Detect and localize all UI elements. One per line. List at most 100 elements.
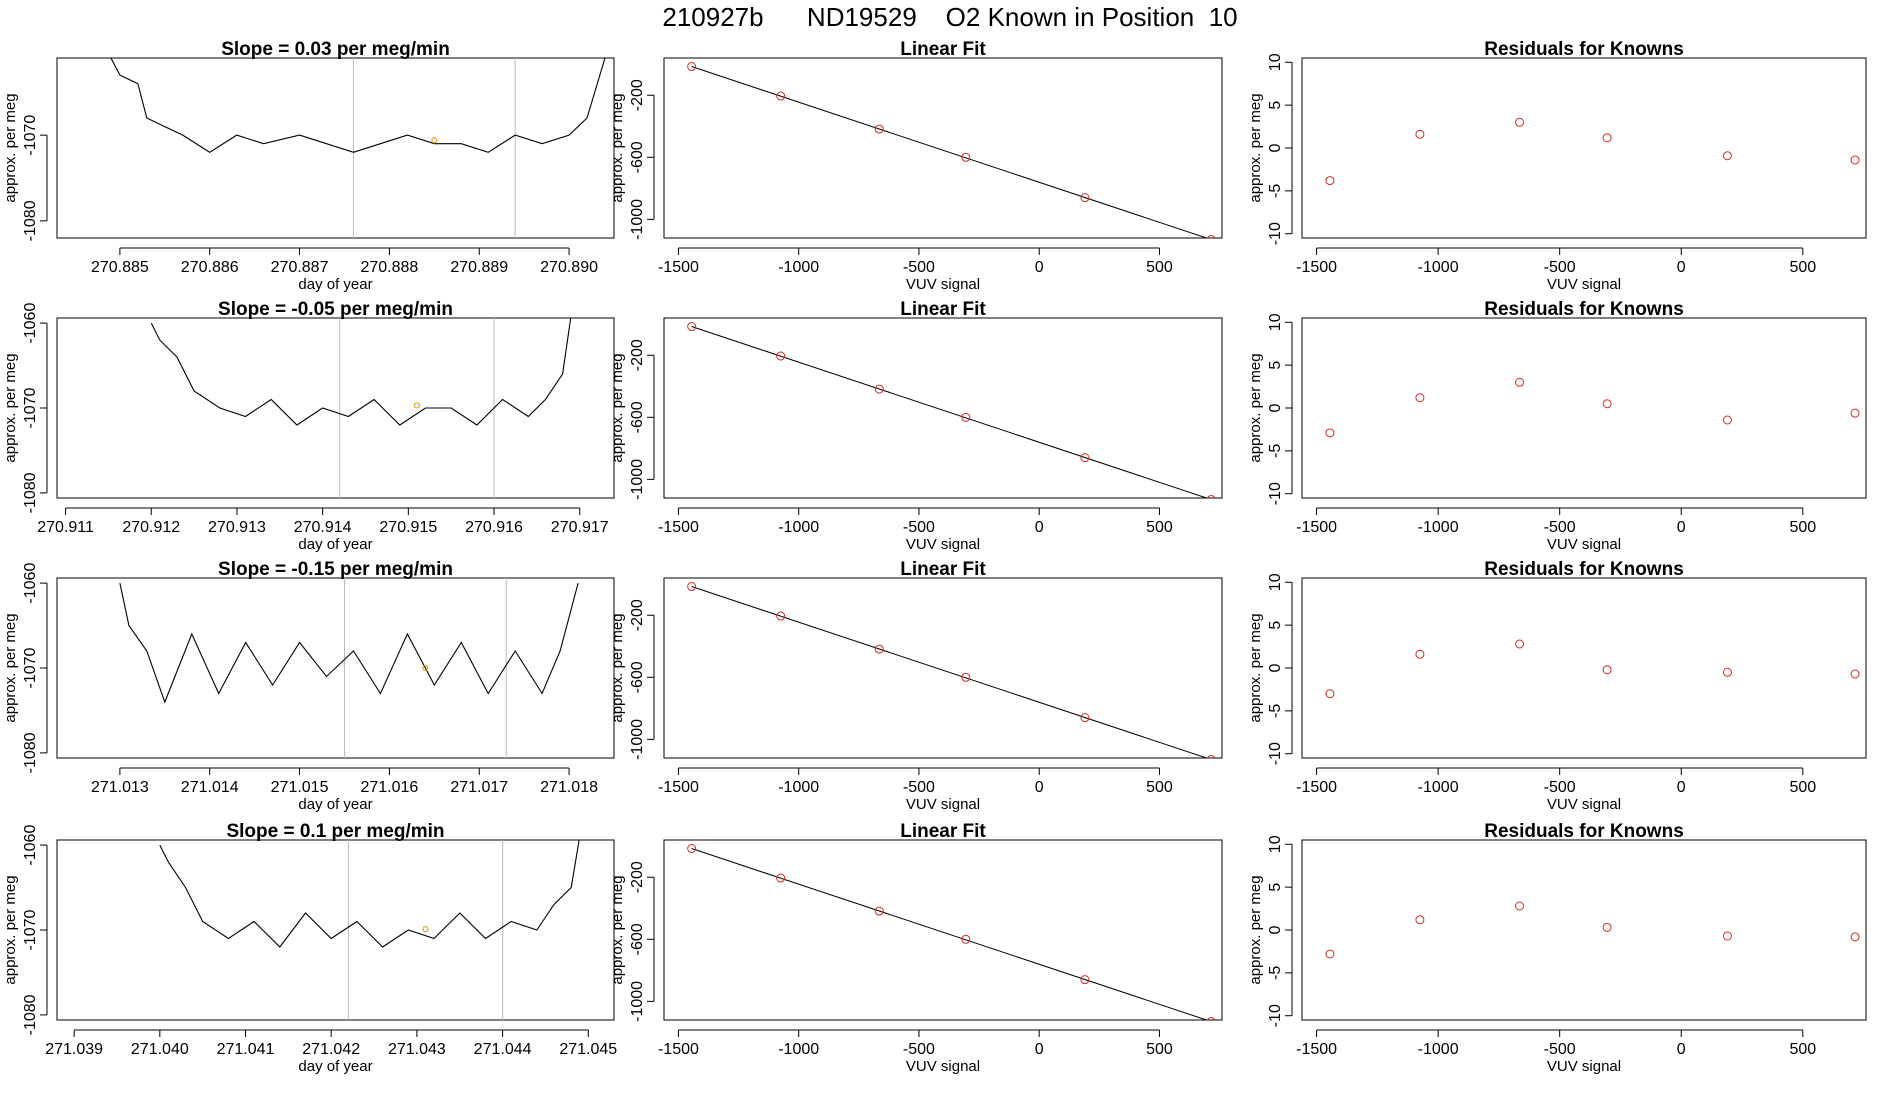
data-point [1850,669,1860,679]
y-tick-label: -1060 [22,825,39,866]
plot-frame [56,577,615,759]
data-point [961,672,971,682]
x-tick-label: 270.886 [181,259,239,276]
data-point [1850,408,1860,418]
data-layer [687,582,1216,758]
y-axis-label: approx. per meg [2,93,19,202]
plot-frame [1301,317,1867,499]
panel-title: Residuals for Knowns [1484,39,1684,60]
data-point [1515,901,1525,911]
panel-4-2: Linear Fit -1500 -1000 -500 0 500 VUV signal -2… [609,821,1223,1075]
x-tick-label: 271.042 [302,1041,360,1058]
x-tick-label: 270.890 [540,259,598,276]
plot-frame [56,317,615,499]
data-point [1722,667,1732,677]
x-tick-label: 271.016 [360,779,418,796]
y-tick-label: 0 [1267,925,1284,934]
y-axis-label: approx. per meg [609,353,626,462]
data-point [1722,415,1732,425]
x-axis-label: VUV signal [1547,796,1621,813]
y-tick-label: 10 [1267,313,1284,331]
x-tick-label: -500 [1544,1041,1576,1058]
x-tick-label: -1500 [1296,1041,1337,1058]
data-point [687,844,697,854]
data-point [1325,428,1335,438]
panel-4-3: Residuals for Knowns -1500 -1000 -500 0 500 VU… [1247,821,1867,1075]
data-point [1602,922,1612,932]
panel-2-3: Residuals for Knowns -1500 -1000 -500 0 500 VU… [1247,299,1867,553]
x-tick-label: 270.889 [450,259,508,276]
panel-3-3: Residuals for Knowns -1500 -1000 -500 0 500 VU… [1247,559,1867,813]
x-tick-label: 271.014 [181,779,239,796]
data-point [874,384,884,394]
y-tick-label: -200 [629,79,646,111]
x-tick-label: 270.888 [360,259,418,276]
data-point [961,412,971,422]
x-tick-label: 500 [1789,259,1816,276]
data-point [1850,155,1860,165]
data-point [1722,151,1732,161]
y-tick-label: -10 [1267,1004,1284,1027]
x-tick-label: -500 [903,1041,935,1058]
x-tick-label: 270.914 [294,519,352,536]
data-point [1415,129,1425,139]
panel-4-1: Slope = 0.1 per meg/min 271.039 271.040 271… [2,821,617,1075]
y-tick-label: 5 [1267,101,1284,110]
data-point [1515,639,1525,649]
x-axis-label: day of year [298,796,372,813]
data-point [961,152,971,162]
x-tick-label: -1500 [1296,519,1337,536]
x-tick-label: 271.017 [450,779,508,796]
y-tick-label: -600 [629,141,646,173]
x-tick-label: -1500 [1296,259,1337,276]
data-layer [110,58,606,238]
y-tick-label: 0 [1267,403,1284,412]
y-axis-label: approx. per meg [609,93,626,202]
x-axis-label: VUV signal [906,536,980,553]
panel-title: Slope = 0.1 per meg/min [226,821,444,842]
y-tick-label: 10 [1267,573,1284,591]
panel-title: Residuals for Knowns [1484,559,1684,580]
x-tick-label: 271.018 [540,779,598,796]
y-tick-label: -1000 [629,199,646,240]
x-tick-label: 271.013 [91,779,149,796]
mean-marker [422,926,429,933]
y-tick-label: -5 [1267,704,1284,718]
x-tick-label: 0 [1677,259,1686,276]
data-point [1850,932,1860,942]
figure-title: 210927b ND19529 O2 Known in Position 10 [662,2,1238,32]
x-tick-label: -1000 [778,519,819,536]
x-tick-label: 500 [1146,519,1173,536]
x-tick-label: -1500 [658,519,699,536]
panel-title: Slope = -0.05 per meg/min [218,299,453,320]
y-tick-label: -600 [629,401,646,433]
x-tick-label: -500 [903,259,935,276]
data-point [1515,377,1525,387]
y-tick-label: -200 [629,599,646,631]
y-tick-label: -10 [1267,222,1284,245]
signal-trace [110,58,606,153]
y-tick-label: -1070 [22,647,39,688]
y-tick-label: -1080 [22,994,39,1035]
plot-frame [663,577,1223,759]
x-tick-label: -1000 [778,1041,819,1058]
data-point [961,934,971,944]
y-tick-label: -10 [1267,742,1284,765]
panel-title: Residuals for Knowns [1484,299,1684,320]
y-tick-label: 0 [1267,143,1284,152]
y-axis-label: approx. per meg [1247,353,1264,462]
x-tick-label: 271.015 [271,779,329,796]
data-layer [687,322,1216,498]
data-point [776,611,786,621]
x-axis-label: VUV signal [1547,1058,1621,1075]
y-tick-label: -200 [629,861,646,893]
plot-frame [56,57,615,239]
x-tick-label: 270.915 [379,519,437,536]
x-tick-label: -1000 [1418,519,1459,536]
signal-trace [119,582,579,704]
x-tick-label: 500 [1789,1041,1816,1058]
y-tick-label: -1000 [629,981,646,1022]
data-point [1602,665,1612,675]
x-tick-label: 0 [1035,779,1044,796]
